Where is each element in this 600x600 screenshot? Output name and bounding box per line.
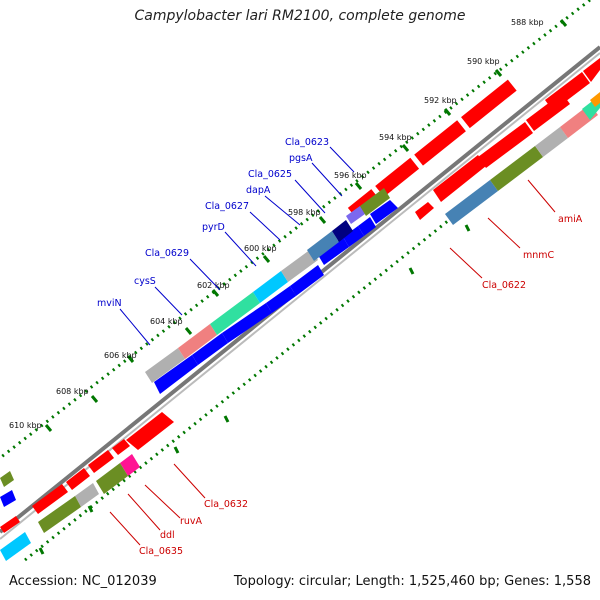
tick-label-610: 610 kbp — [9, 421, 42, 430]
gene-label-cla0627: Cla_0627 — [205, 201, 249, 212]
gene-arrow — [318, 237, 349, 265]
gene-arrow — [290, 265, 324, 296]
gene-arrow — [222, 303, 272, 343]
gene-arrow — [358, 217, 376, 236]
gene-arrow — [583, 58, 600, 82]
tick-label-602: 602 kbp — [197, 281, 230, 290]
summary-text: Topology: circular; Length: 1,525,460 bp… — [233, 574, 591, 589]
gene-block — [590, 92, 600, 107]
gene-block — [145, 348, 185, 383]
blue-labels: Cla_0623 pgsA Cla_0625 dapA Cla_0627 pyr… — [97, 137, 329, 309]
gene-label-cla0632: Cla_0632 — [204, 499, 248, 510]
gene-block — [210, 292, 260, 335]
ruler-ticks — [44, 19, 568, 432]
gene-label-pgsA: pgsA — [289, 153, 313, 164]
gene-block — [346, 206, 365, 224]
gene-label-mviN: mviN — [97, 298, 122, 309]
gene-label-ddl: ddl — [160, 530, 175, 541]
gene-arrow — [66, 468, 90, 490]
tick-label-590: 590 kbp — [467, 57, 500, 66]
map-title: Campylobacter lari RM2100, complete geno… — [134, 8, 466, 24]
gene-arrow — [154, 355, 198, 394]
red-labels: amiA mnmC Cla_0622 Cla_0632 ruvA ddl Cla… — [139, 214, 583, 557]
gene-label-amiA: amiA — [558, 214, 583, 225]
gene-arrow — [343, 226, 364, 247]
gene-block — [414, 120, 466, 166]
gene-arrow — [370, 200, 398, 224]
gene-block — [461, 79, 517, 129]
gene-arrow — [32, 484, 68, 514]
gene-label-cla0622: Cla_0622 — [482, 280, 526, 291]
gene-block — [120, 454, 140, 476]
gene-block — [332, 220, 353, 242]
gene-label-cysS: cysS — [134, 276, 156, 287]
red-genes-left — [0, 412, 174, 561]
accession-text: Accession: NC_012039 — [9, 574, 157, 589]
ruler-tick-labels: 588 kbp 590 kbp 592 kbp 594 kbp 596 kbp … — [9, 18, 544, 430]
gene-label-mnmC: mnmC — [523, 250, 555, 261]
gene-block — [0, 471, 14, 487]
gene-label-cla0635: Cla_0635 — [139, 546, 183, 557]
blue-genes-middle — [145, 188, 398, 394]
gene-arrow — [112, 439, 130, 455]
gene-arrow — [266, 286, 296, 313]
blue-label-leaders — [119, 146, 355, 346]
tick-label-604: 604 kbp — [150, 317, 183, 326]
tick-label-606: 606 kbp — [104, 351, 137, 360]
gene-arrow — [433, 155, 486, 202]
gene-label-cla0629: Cla_0629 — [145, 248, 189, 259]
red-genes-right — [415, 58, 600, 225]
gene-block — [535, 127, 568, 157]
gene-arrow — [478, 122, 533, 168]
tick-label-588: 588 kbp — [511, 18, 544, 27]
gene-label-cla0623: Cla_0623 — [285, 137, 329, 148]
red-label-leaders — [109, 179, 556, 546]
gene-arrow — [545, 72, 590, 111]
gene-arrow — [415, 202, 434, 220]
gene-label-cla0625: Cla_0625 — [248, 169, 292, 180]
tick-label-600: 600 kbp — [244, 244, 277, 253]
tick-label-598: 598 kbp — [288, 208, 321, 217]
tick-label-596: 596 kbp — [334, 171, 367, 180]
gene-block — [0, 490, 16, 507]
tick-label-592: 592 kbp — [424, 96, 457, 105]
gene-block — [96, 463, 128, 494]
gene-block — [0, 516, 20, 533]
gene-arrow — [88, 450, 114, 473]
gene-block — [38, 496, 81, 533]
gene-arrow — [192, 333, 228, 365]
tick-label-608: 608 kbp — [56, 387, 89, 396]
gene-block — [178, 324, 217, 359]
gene-label-dapA: dapA — [246, 185, 271, 196]
gene-block — [445, 180, 498, 225]
gene-arrow — [126, 412, 174, 450]
gene-block — [0, 532, 31, 561]
gene-block — [253, 271, 288, 303]
gene-block — [375, 157, 420, 197]
gene-block — [307, 231, 339, 261]
gene-block — [75, 483, 99, 507]
gene-label-ruvA: ruvA — [180, 516, 203, 527]
gene-block — [490, 146, 543, 191]
tick-label-594: 594 kbp — [379, 133, 412, 142]
gene-label-pyrD: pyrD — [202, 222, 225, 233]
gene-block — [360, 188, 390, 216]
gene-block — [281, 249, 318, 282]
